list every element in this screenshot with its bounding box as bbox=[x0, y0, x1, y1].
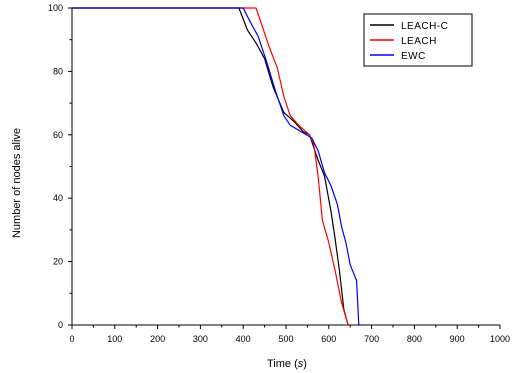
x-tick-label: 500 bbox=[278, 334, 293, 344]
y-tick-label: 80 bbox=[53, 66, 63, 76]
y-tick-label: 40 bbox=[53, 193, 63, 203]
y-axis-title: Number of nodes alive bbox=[11, 128, 23, 238]
x-axis-title: Time (s) bbox=[267, 358, 307, 370]
x-tick-label: 1000 bbox=[490, 334, 510, 344]
x-tick-label: 100 bbox=[107, 334, 122, 344]
x-tick-label: 800 bbox=[407, 334, 422, 344]
x-tick-label: 600 bbox=[321, 334, 336, 344]
x-tick-label: 400 bbox=[236, 334, 251, 344]
series-line-leach-c bbox=[72, 7, 351, 326]
x-tick-label: 700 bbox=[364, 334, 379, 344]
x-tick-label: 200 bbox=[150, 334, 165, 344]
x-tick-label: 900 bbox=[450, 334, 465, 344]
series-line-ewc bbox=[72, 7, 361, 326]
y-tick-label: 0 bbox=[58, 320, 63, 330]
x-tick-label: 0 bbox=[69, 334, 74, 344]
series-line-leach bbox=[72, 7, 351, 326]
legend: LEACH-C LEACH EWC bbox=[363, 13, 473, 67]
y-tick-label: 100 bbox=[48, 3, 63, 13]
series-lines bbox=[72, 7, 361, 326]
legend-label-leach: LEACH bbox=[401, 36, 437, 47]
y-tick-label: 60 bbox=[53, 130, 63, 140]
x-axis-title-text: Time bbox=[267, 358, 291, 370]
legend-label-leach-c: LEACH-C bbox=[401, 21, 448, 32]
legend-label-ewc: EWC bbox=[401, 51, 426, 62]
y-tick-label: 20 bbox=[53, 257, 63, 267]
tick-labels: 0 100 200 300 400 500 600 700 800 900 1000 0 20 40 60 8… bbox=[48, 3, 510, 344]
x-axis-unit: s bbox=[298, 358, 304, 370]
x-tick-label: 300 bbox=[193, 334, 208, 344]
tick-marks bbox=[68, 7, 501, 329]
